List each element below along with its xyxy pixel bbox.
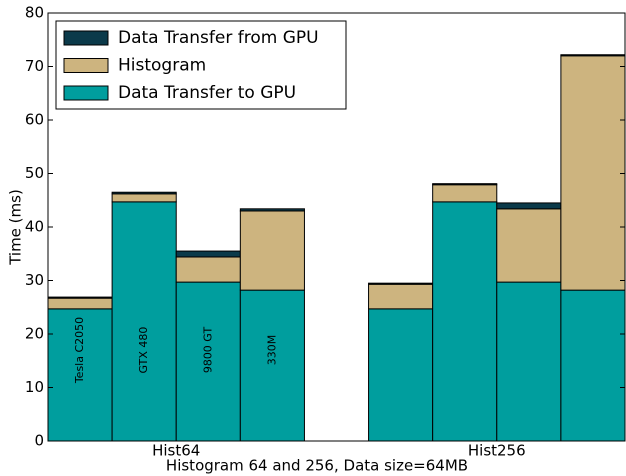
y-tick-label: 0	[34, 432, 44, 450]
bar-segment	[432, 201, 498, 442]
bar-label: 330M	[265, 335, 278, 366]
y-tick-label: 50	[25, 164, 44, 182]
bar-segment	[560, 55, 626, 291]
legend-swatch	[63, 58, 109, 73]
bar-segment	[368, 283, 434, 310]
bar-segment	[496, 202, 562, 210]
bar-segment	[239, 210, 305, 291]
legend-label: Data Transfer to GPU	[118, 83, 296, 103]
y-tick-label: 40	[25, 218, 44, 236]
bar-segment	[111, 191, 177, 195]
bar-segment	[496, 208, 562, 283]
bar-segment	[175, 281, 241, 442]
y-tick-label: 20	[25, 325, 44, 343]
bar-segment	[175, 250, 241, 258]
y-tick-label: 10	[25, 378, 44, 396]
legend-swatch	[63, 30, 109, 46]
bar-segment	[175, 256, 241, 283]
legend-swatch	[63, 85, 109, 101]
bar-segment	[47, 296, 113, 299]
legend-label: Histogram	[118, 56, 206, 76]
bar-segment	[368, 308, 434, 442]
y-tick-label: 80	[25, 4, 44, 22]
bar-label: 9800 GT	[201, 327, 214, 374]
legend: Data Transfer from GPU Histogram Data Tran…	[55, 20, 347, 110]
bar-segment	[560, 54, 626, 57]
y-tick-label: 30	[25, 271, 44, 289]
legend-label: Data Transfer from GPU	[118, 28, 319, 48]
bar-segment	[111, 193, 177, 203]
bar-segment	[432, 184, 498, 203]
bar-segment	[368, 282, 434, 285]
bar-segment	[496, 281, 562, 442]
bar-segment	[560, 289, 626, 442]
bar-segment	[432, 183, 498, 186]
bar-label: GTX 480	[137, 327, 150, 374]
y-tick-label: 70	[25, 57, 44, 75]
bar-segment	[47, 297, 113, 310]
x-axis-label: Histogram 64 and 256, Data size=64MB	[166, 457, 468, 475]
plot-frame	[47, 12, 626, 442]
y-axis-label: Time (ms)	[7, 189, 25, 266]
bar-label: Tesla C2050	[73, 317, 86, 384]
bar-segment	[111, 201, 177, 442]
y-tick-label: 60	[25, 111, 44, 129]
x-tick-label: Hist64	[152, 442, 200, 460]
bar-segment	[239, 208, 305, 212]
x-tick-label: Hist256	[468, 442, 526, 460]
